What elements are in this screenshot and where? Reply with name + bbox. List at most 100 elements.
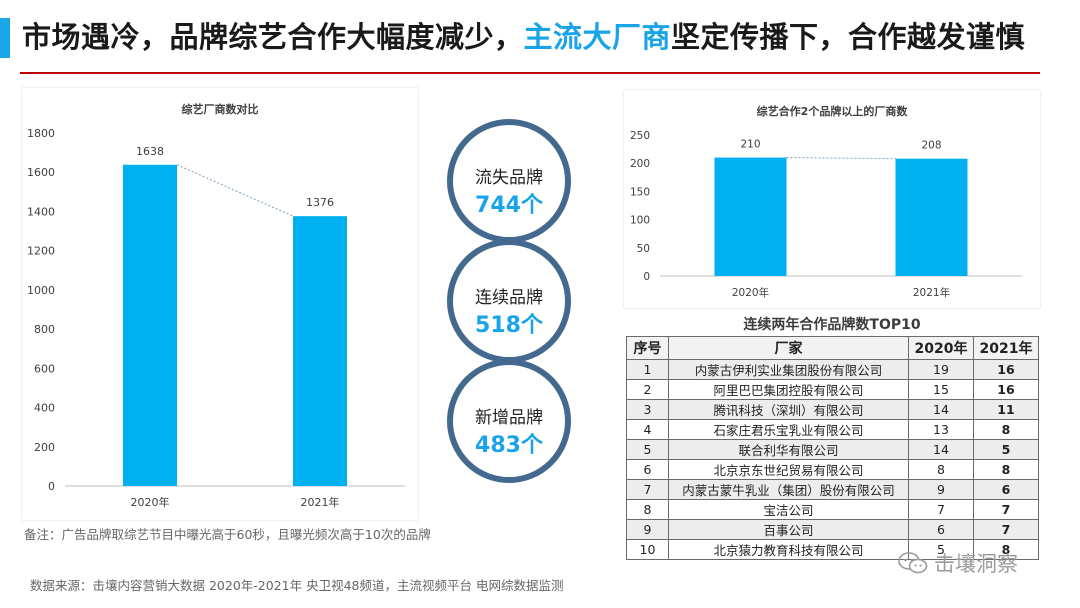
trend-line (176, 164, 294, 217)
cell-2020: 15 (908, 379, 974, 400)
cell-vendor: 百事公司 (668, 519, 909, 540)
cell-rank: 8 (626, 499, 669, 520)
bar (895, 158, 968, 276)
y-tick-label: 0 (643, 271, 650, 283)
cell-rank: 7 (626, 479, 669, 500)
cell-vendor: 北京猿力教育科技有限公司 (668, 539, 909, 560)
cell-2021: 5 (973, 439, 1039, 460)
y-tick-label: 800 (34, 323, 55, 336)
cell-rank: 3 (626, 399, 669, 420)
y-tick-label: 0 (48, 480, 55, 493)
y-tick-label: 1600 (27, 166, 55, 179)
cell-2021: 7 (973, 499, 1039, 520)
title-divider (20, 72, 1040, 74)
x-tick-label: 2021年 (913, 286, 950, 299)
y-tick-label: 1400 (27, 205, 55, 218)
bar (123, 164, 177, 486)
x-tick-label: 2020年 (732, 286, 769, 299)
title-part-1: 市场遇冷，品牌综艺合作大幅度减少， (22, 20, 524, 54)
y-tick-label: 50 (637, 243, 650, 255)
cell-2021: 8 (973, 539, 1039, 560)
bubble-new-value: 483个 (475, 433, 543, 458)
cell-vendor: 内蒙古伊利实业集团股份有限公司 (668, 359, 909, 380)
top10-table: 序号 厂家 2020年 2021年 1 内蒙古伊利实业集团股份有限公司 19 16 2 阿… (626, 336, 1039, 560)
chart-panel-vendors: 综艺厂商数对比 0 200 400 600 800 1000 1200 1400 1600 1800… (22, 88, 418, 520)
table-row: 4 石家庄君乐宝乳业有限公司 13 8 (626, 419, 1039, 440)
data-label: 208 (921, 140, 941, 152)
chart-panel-multi-brand: 综艺合作2个品牌以上的厂商数 0 50 100 150 200 250 210 2020年 208… (624, 90, 1040, 308)
table-row: 8 宝洁公司 7 7 (626, 499, 1039, 520)
cell-2021: 16 (973, 359, 1039, 380)
data-label: 210 (740, 139, 760, 151)
table-header-row: 序号 厂家 2020年 2021年 (626, 336, 1039, 360)
table-title: 连续两年合作品牌数TOP10 (743, 317, 921, 333)
cell-vendor: 宝洁公司 (668, 499, 909, 520)
y-tick-label: 1200 (27, 245, 55, 258)
cell-2021: 8 (973, 459, 1039, 480)
cell-rank: 5 (626, 439, 669, 460)
cell-2020: 5 (908, 539, 974, 560)
trend-line (786, 157, 896, 160)
table-row: 5 联合利华有限公司 14 5 (626, 439, 1039, 460)
table-row: 3 腾讯科技（深圳）有限公司 14 11 (626, 399, 1039, 420)
y-tick-label: 200 (630, 158, 650, 170)
top10-table-section: 连续两年合作品牌数TOP10 序号 厂家 2020年 2021年 1 内蒙古伊利实… (626, 314, 1039, 560)
cell-2020: 13 (908, 419, 974, 440)
y-tick-label: 150 (630, 186, 650, 198)
cell-rank: 10 (626, 539, 669, 560)
col-header-2020: 2020年 (908, 336, 974, 360)
cell-rank: 1 (626, 359, 669, 380)
table-row: 2 阿里巴巴集团控股有限公司 15 16 (626, 379, 1039, 400)
bubble-new-brands: 新增品牌 483个 (447, 359, 571, 483)
cell-rank: 4 (626, 419, 669, 440)
table-row: 6 北京京东世纪贸易有限公司 8 8 (626, 459, 1039, 480)
cell-rank: 9 (626, 519, 669, 540)
cell-vendor: 内蒙古蒙牛乳业（集团）股份有限公司 (668, 479, 909, 500)
cell-2020: 8 (908, 459, 974, 480)
cell-2021: 11 (973, 399, 1039, 420)
cell-rank: 6 (626, 459, 669, 480)
cell-vendor: 石家庄君乐宝乳业有限公司 (668, 419, 909, 440)
col-header-rank: 序号 (626, 336, 669, 360)
cell-2020: 6 (908, 519, 974, 540)
page-title: 市场遇冷，品牌综艺合作大幅度减少，主流大厂商坚定传播下，合作越发谨慎 (22, 14, 1025, 56)
y-tick-label: 200 (34, 441, 55, 454)
col-header-vendor: 厂家 (668, 336, 909, 360)
y-tick-label: 100 (630, 215, 650, 227)
bubble-new-label: 新增品牌 (475, 408, 543, 428)
table-row: 1 内蒙古伊利实业集团股份有限公司 19 16 (626, 359, 1039, 380)
cell-2020: 14 (908, 399, 974, 420)
watermark-text: 击壤洞察 (934, 552, 1018, 576)
chart-title: 综艺厂商数对比 (182, 102, 259, 116)
wechat-icon (898, 552, 928, 574)
y-tick-label: 400 (34, 402, 55, 415)
data-source: 数据来源：击壤内容营销大数据 2020年-2021年 央卫视48频道，主流视频平… (30, 578, 564, 593)
cell-rank: 2 (626, 379, 669, 400)
cell-vendor: 腾讯科技（深圳）有限公司 (668, 399, 909, 420)
cell-2021: 6 (973, 479, 1039, 500)
chart-title: 综艺合作2个品牌以上的厂商数 (757, 104, 909, 118)
y-tick-label: 1000 (27, 284, 55, 297)
cell-2020: 14 (908, 439, 974, 460)
bar (714, 157, 787, 276)
cell-2021: 8 (973, 419, 1039, 440)
watermark: 击壤洞察 (898, 548, 1018, 578)
bubble-lost-brands: 流失品牌 744个 (447, 119, 571, 243)
title-accent-bar (0, 18, 10, 58)
x-tick-label: 2021年 (301, 495, 340, 509)
table-row: 9 百事公司 6 7 (626, 519, 1039, 540)
chart-multi-brand-vendors: 综艺合作2个品牌以上的厂商数 0 50 100 150 200 250 210 2020年 208… (630, 104, 1022, 299)
cell-2020: 9 (908, 479, 974, 500)
cell-2020: 19 (908, 359, 974, 380)
col-header-2021: 2021年 (973, 336, 1039, 360)
title-highlight: 主流大厂商 (523, 20, 672, 54)
y-tick-label: 1800 (27, 127, 55, 140)
table-row: 7 内蒙古蒙牛乳业（集团）股份有限公司 9 6 (626, 479, 1039, 500)
data-label: 1638 (136, 145, 164, 158)
bubble-continuing-value: 518个 (475, 313, 543, 338)
bubble-continuing-brands: 连续品牌 518个 (447, 239, 571, 363)
table-row: 10 北京猿力教育科技有限公司 5 8 (626, 539, 1039, 560)
x-tick-label: 2020年 (131, 495, 170, 509)
data-label: 1376 (306, 196, 334, 209)
cell-vendor: 阿里巴巴集团控股有限公司 (668, 379, 909, 400)
